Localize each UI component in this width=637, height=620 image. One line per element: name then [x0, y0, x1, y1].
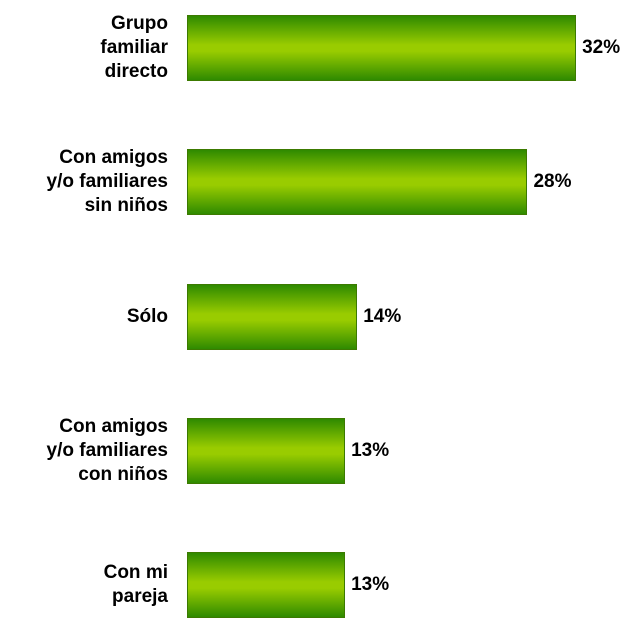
value-label: 13%: [351, 574, 390, 596]
category-label: Con amigos y/o familiares sin niños: [46, 147, 168, 217]
value-label: 28%: [533, 171, 572, 193]
value-label: 14%: [363, 305, 402, 327]
value-label: 32%: [582, 37, 621, 58]
bar: [187, 149, 528, 216]
bar: [187, 283, 358, 350]
bar: [187, 417, 346, 484]
category-label: Grupo familiar directo: [100, 13, 168, 82]
category-label: Con mi pareja: [103, 562, 168, 608]
bar: [187, 15, 577, 81]
category-label: Sólo: [126, 305, 168, 327]
category-label: Con amigos y/o familiares con niños: [46, 415, 168, 485]
bar: [187, 552, 346, 619]
value-label: 13%: [351, 439, 390, 461]
